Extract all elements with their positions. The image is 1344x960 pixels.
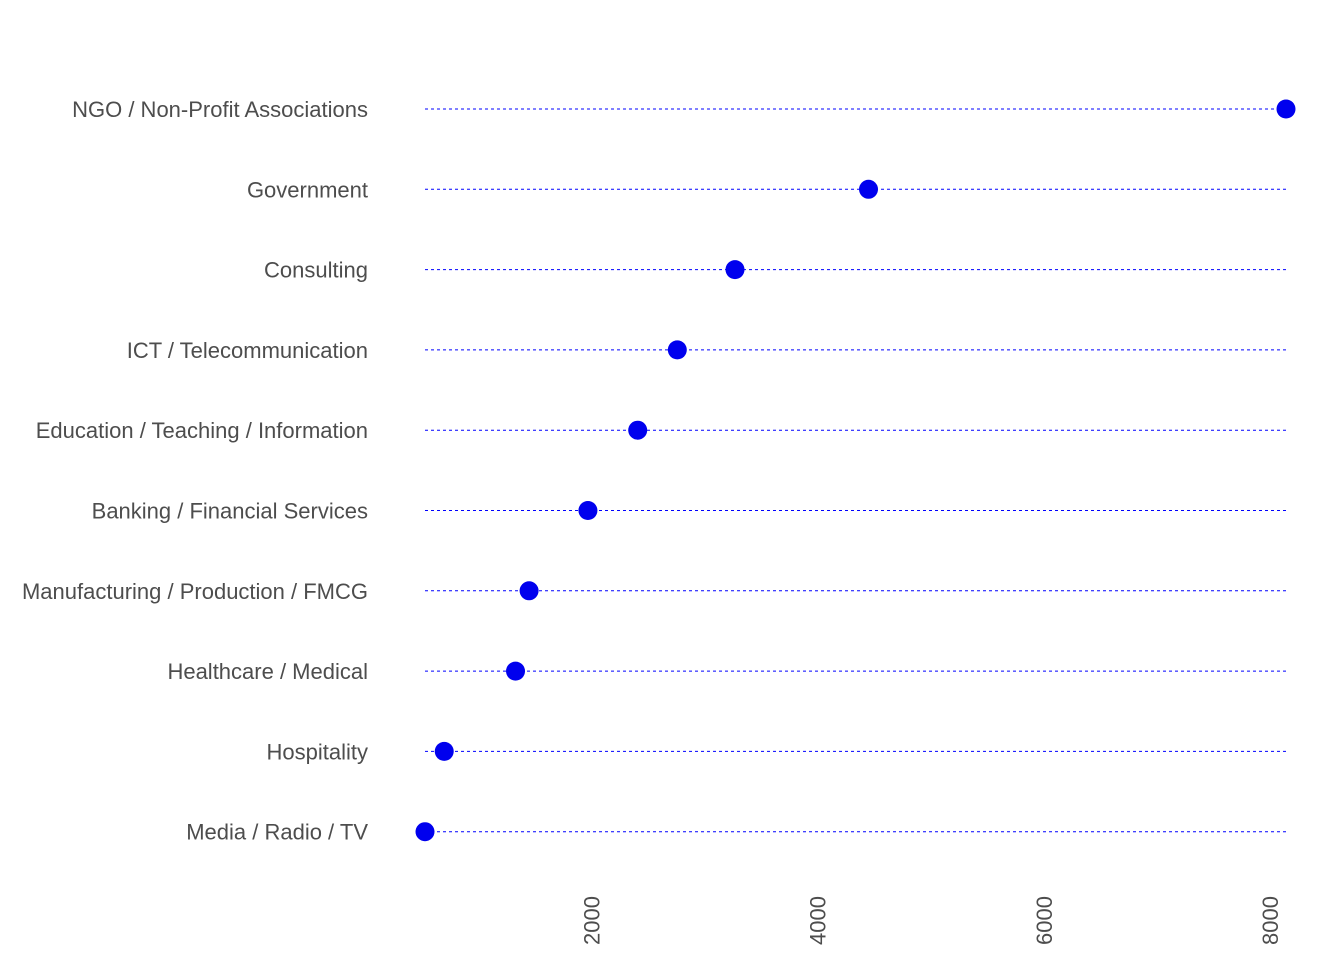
category-labels: NGO / Non-Profit Associations Government C…	[22, 97, 368, 845]
data-point	[725, 260, 745, 280]
category-label: Media / Radio / TV	[186, 820, 368, 845]
data-point	[859, 179, 879, 199]
data-point	[519, 581, 539, 601]
data-point	[434, 741, 454, 761]
category-label: Banking / Financial Services	[92, 499, 368, 524]
x-axis-tick-labels: 2000 4000 6000 8000	[579, 896, 1283, 945]
data-point	[506, 661, 526, 681]
category-label: Government	[247, 177, 368, 202]
data-point	[628, 420, 648, 440]
category-label: NGO / Non-Profit Associations	[72, 97, 368, 122]
category-label: Healthcare / Medical	[167, 659, 368, 684]
x-tick-label: 8000	[1258, 896, 1283, 945]
category-label: ICT / Telecommunication	[127, 338, 368, 363]
data-point	[415, 822, 435, 842]
x-tick-label: 2000	[579, 896, 604, 945]
data-point	[1276, 99, 1296, 119]
guide-lines	[425, 108, 1286, 833]
category-label: Consulting	[264, 258, 368, 283]
category-label: Hospitality	[267, 739, 368, 764]
x-tick-label: 4000	[806, 896, 831, 945]
x-tick-label: 6000	[1032, 896, 1057, 945]
category-label: Education / Teaching / Information	[36, 418, 368, 443]
data-points	[415, 99, 1296, 842]
data-point	[578, 501, 598, 520]
data-point	[667, 340, 687, 360]
category-label: Manufacturing / Production / FMCG	[22, 579, 368, 604]
